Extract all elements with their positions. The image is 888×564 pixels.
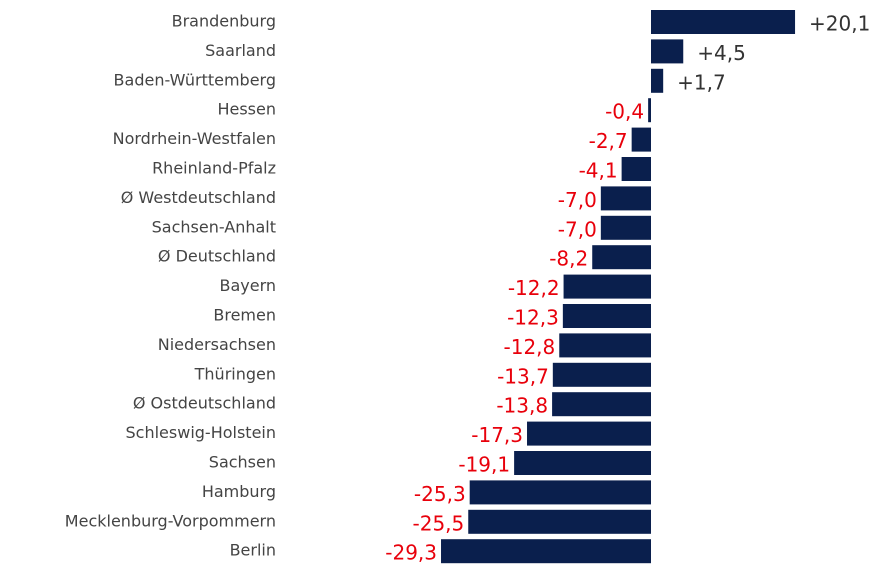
bar <box>562 304 651 328</box>
bar <box>563 274 651 299</box>
value-label: +4,5 <box>697 41 746 65</box>
value-label: -12,2 <box>508 276 560 300</box>
category-label: Sachsen <box>209 453 276 472</box>
value-label: -12,3 <box>507 306 559 330</box>
bar <box>631 127 651 152</box>
value-label: -13,8 <box>496 394 548 418</box>
category-label: Saarland <box>205 41 276 60</box>
category-label: Hessen <box>217 100 276 119</box>
value-label: +1,7 <box>677 70 726 94</box>
category-label: Baden-Württemberg <box>114 70 276 89</box>
category-label: Mecklenburg-Vorpommern <box>65 511 276 530</box>
category-label: Bremen <box>213 306 276 325</box>
bar <box>514 451 651 475</box>
category-label: Bayern <box>219 276 276 295</box>
value-label: +20,1 <box>809 12 870 36</box>
bar <box>648 98 651 123</box>
category-label: Rheinland-Pfalz <box>152 159 276 178</box>
category-label: Hamburg <box>202 482 276 501</box>
bar <box>600 186 651 211</box>
value-label: -25,5 <box>413 511 465 535</box>
category-label: Nordrhein-Westfalen <box>113 129 276 148</box>
value-label: -12,8 <box>504 335 556 359</box>
bar <box>559 333 651 358</box>
value-label: -29,3 <box>385 541 437 564</box>
bar <box>527 421 651 446</box>
bar <box>552 392 651 417</box>
bar <box>552 362 651 387</box>
bar <box>651 10 796 34</box>
category-label: Schleswig-Holstein <box>126 423 276 442</box>
category-label: Ø Ostdeutschland <box>133 394 276 413</box>
category-label: Ø Deutschland <box>158 247 276 266</box>
value-label: -0,4 <box>605 100 644 124</box>
bar <box>600 215 651 240</box>
category-label: Sachsen-Anhalt <box>152 217 276 236</box>
bar <box>468 509 651 534</box>
category-label: Ø Westdeutschland <box>121 188 276 207</box>
value-label: -17,3 <box>471 423 523 447</box>
bar <box>651 68 664 93</box>
value-label: -2,7 <box>589 129 628 153</box>
value-label: -25,3 <box>414 482 466 506</box>
category-label: Thüringen <box>194 364 276 383</box>
value-label: -7,0 <box>558 217 597 241</box>
value-label: -19,1 <box>458 453 510 477</box>
value-label: -4,1 <box>579 159 618 183</box>
bar <box>592 245 651 270</box>
value-label: -7,0 <box>558 188 597 212</box>
bar <box>621 157 651 181</box>
category-label: Brandenburg <box>172 12 276 31</box>
category-label: Niedersachsen <box>158 335 276 354</box>
value-label: -8,2 <box>549 247 588 271</box>
bar <box>651 39 684 64</box>
value-label: -13,7 <box>497 364 549 388</box>
bar <box>441 539 651 564</box>
bar <box>469 480 651 505</box>
category-label: Berlin <box>230 541 276 560</box>
